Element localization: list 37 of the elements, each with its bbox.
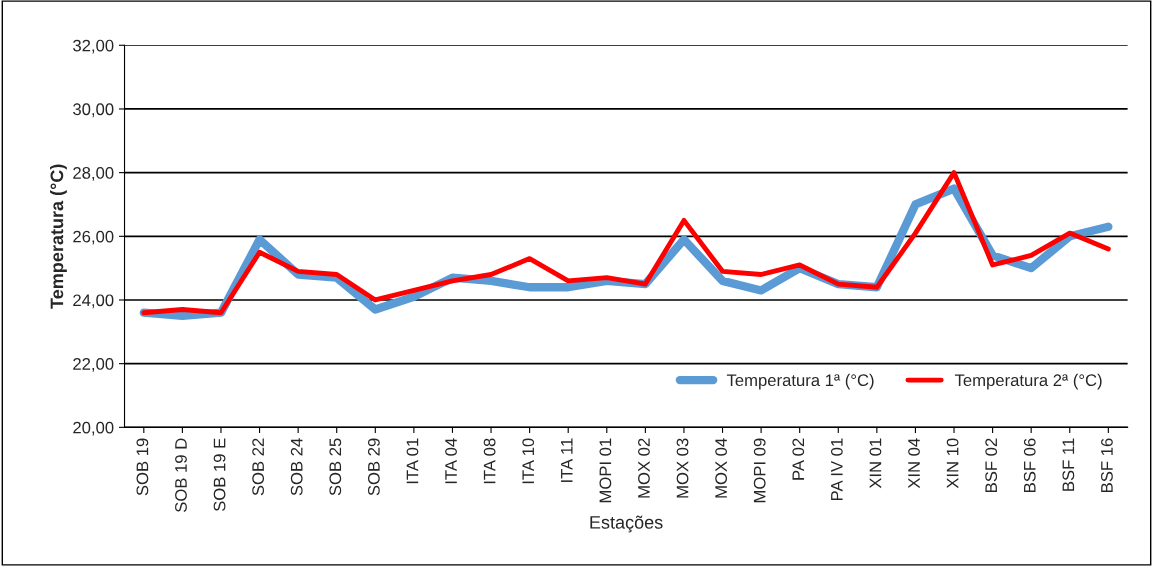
- x-tick-label: BSF 11: [1062, 438, 1075, 491]
- x-tick-label: MOX 03: [676, 438, 689, 498]
- x-tick-label: ITA 08: [483, 438, 496, 484]
- x-tick-label: ITA 10: [522, 438, 535, 484]
- x-tick-label: ITA 01: [406, 438, 419, 484]
- x-tick-label: BSF 16: [1101, 438, 1113, 492]
- x-tick-label: BSF 06: [1023, 438, 1036, 492]
- x-tick-label: SOB 19: [136, 438, 149, 496]
- x-tick-label: SOB 19 D: [175, 438, 187, 513]
- y-tick-label: 28,00: [73, 167, 114, 181]
- x-tick-label: PA IV 01: [830, 438, 843, 501]
- y-tick-label: 22,00: [73, 358, 114, 372]
- x-tick-label: ITA 04: [445, 438, 457, 484]
- x-tick-label: SOB 24: [290, 438, 303, 496]
- legend-label: Temperatura 1ª (°C): [726, 373, 874, 390]
- x-tick-label: SOB 22: [252, 438, 265, 496]
- legend-label: Temperatura 2ª (°C): [954, 373, 1102, 390]
- x-tick-label: MOPI 01: [599, 438, 612, 503]
- y-tick-label: 32,00: [73, 39, 114, 54]
- x-tick-label: XIN 04: [908, 438, 920, 489]
- y-tick-label: 20,00: [73, 421, 114, 436]
- x-tick-label: PA 02: [792, 438, 805, 480]
- x-tick-label: MOPI 09: [753, 438, 766, 503]
- x-tick-label: XIN 10: [946, 438, 959, 489]
- y-axis-title: Temperatura (°C): [50, 164, 67, 309]
- x-tick-label: XIN 01: [869, 438, 882, 489]
- x-tick-label: MOX 02: [638, 438, 650, 498]
- x-axis-title: Estações: [590, 515, 663, 533]
- x-tick-label: SOB 19 E: [213, 438, 226, 512]
- y-tick-label: 26,00: [73, 230, 114, 245]
- x-tick-label: SOB 29: [367, 438, 380, 496]
- x-tick-label: MOX 04: [715, 438, 728, 498]
- x-tick-label: BSF 02: [985, 438, 998, 492]
- x-tick-label: SOB 25: [329, 438, 342, 496]
- y-tick-label: 24,00: [73, 294, 114, 309]
- y-tick-label: 30,00: [73, 103, 114, 118]
- x-tick-label: ITA 11: [561, 438, 573, 482]
